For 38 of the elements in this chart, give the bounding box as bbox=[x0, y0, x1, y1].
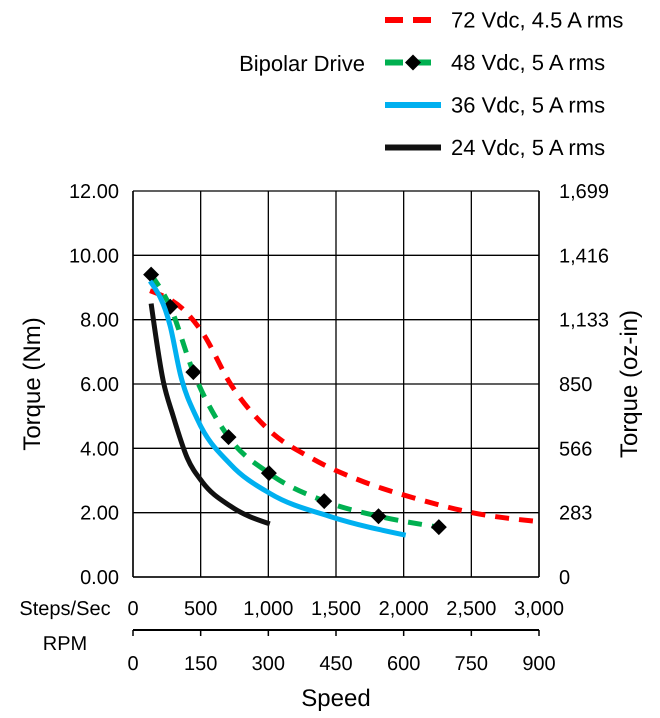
y2-tick-label: 1,416 bbox=[559, 245, 610, 268]
x-tick-label: 1,500 bbox=[310, 598, 362, 620]
x2-tick-label: 0 bbox=[127, 653, 139, 675]
y-tick-label: 8.00 bbox=[80, 310, 119, 332]
y2-tick-label: 1,699 bbox=[559, 181, 610, 203]
y2-tick-label: 1,133 bbox=[559, 310, 610, 332]
y-tick-label: 0.00 bbox=[80, 567, 119, 589]
y2-tick-label: 283 bbox=[559, 502, 592, 525]
y-tick-label: 6.00 bbox=[80, 374, 119, 396]
x2-tick-label: 450 bbox=[319, 653, 353, 675]
chart-subtitle: Bipolar Drive bbox=[239, 51, 365, 76]
x-tick-label: 1,000 bbox=[243, 598, 294, 620]
x-axis-title: Speed bbox=[301, 685, 371, 712]
legend-label: 48 Vdc, 5 A rms bbox=[451, 50, 606, 76]
x-tick-label: 2,000 bbox=[378, 598, 429, 620]
y2-axis-title: Torque (oz-in) bbox=[616, 310, 643, 458]
y-tick-label: 10.00 bbox=[68, 245, 119, 268]
x2-tick-label: 150 bbox=[184, 653, 218, 675]
y2-tick-label: 566 bbox=[559, 438, 592, 460]
x-tick-label: 500 bbox=[184, 598, 218, 620]
x2-tick-label: 750 bbox=[454, 653, 488, 675]
x2-tick-label: 900 bbox=[522, 653, 556, 675]
y-tick-label: 4.00 bbox=[80, 438, 119, 460]
y2-tick-label: 0 bbox=[559, 567, 570, 589]
legend-label: 72 Vdc, 4.5 A rms bbox=[451, 8, 624, 33]
x2-axis-title: RPM bbox=[42, 633, 88, 655]
y-axis-title: Torque (Nm) bbox=[19, 317, 46, 451]
x-tick-label: 2,500 bbox=[446, 598, 496, 620]
x2-tick-label: 600 bbox=[386, 653, 420, 675]
x-tick-label: 3,000 bbox=[514, 598, 564, 620]
y-tick-label: 12.00 bbox=[68, 181, 119, 203]
legend-label: 24 Vdc, 5 A rms bbox=[451, 135, 606, 160]
y2-tick-label: 850 bbox=[559, 374, 592, 396]
y-tick-label: 2.00 bbox=[80, 502, 119, 525]
x2-tick-label: 300 bbox=[252, 653, 286, 675]
legend-label: 36 Vdc, 5 A rms bbox=[451, 92, 606, 118]
text: Steps/Sec bbox=[19, 598, 111, 620]
x-tick-label: 0 bbox=[127, 598, 139, 620]
